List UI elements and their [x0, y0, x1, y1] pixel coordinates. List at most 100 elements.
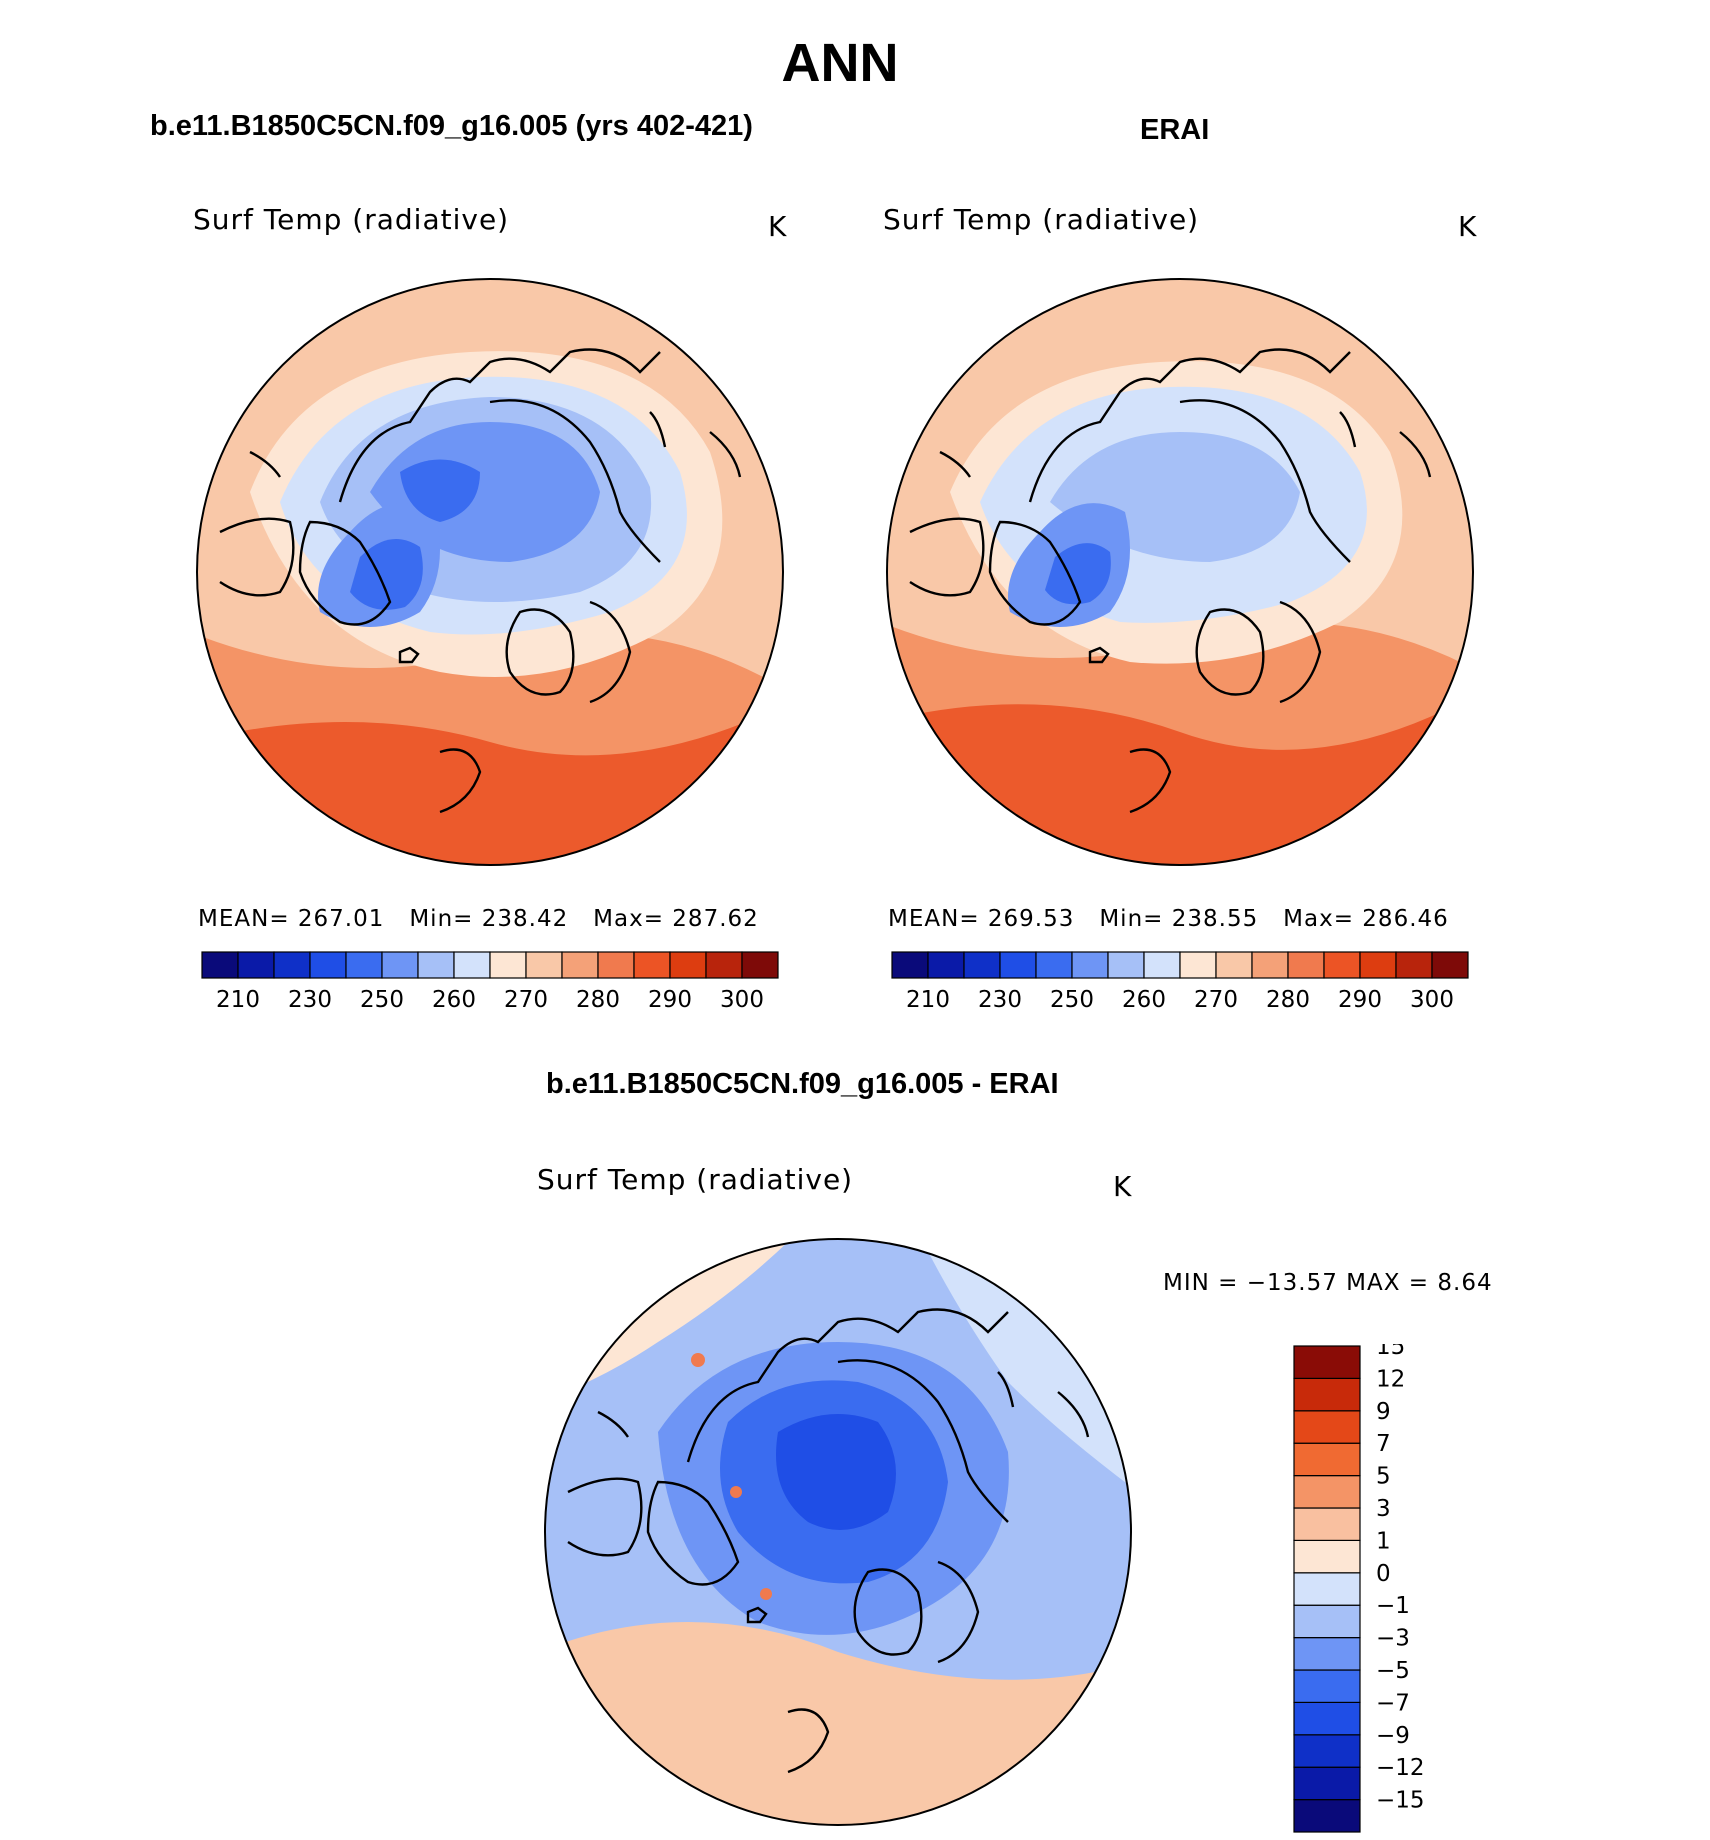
- colorbar-tick-label: −3: [1376, 1626, 1410, 1652]
- model-colorbar: 210 230 250 260 270 280 290 300: [201, 951, 779, 1012]
- diff-minmax: MIN = −13.57 MAX = 8.64: [1163, 1270, 1493, 1296]
- model-mean-value: 267.01: [297, 906, 385, 932]
- colorbar-swatch: [891, 951, 929, 979]
- colorbar-swatch: [309, 951, 347, 979]
- colorbar-tick-label: 280: [1266, 987, 1310, 1012]
- colorbar-swatch: [1293, 1734, 1361, 1768]
- colorbar-tick-label: 12: [1376, 1366, 1405, 1392]
- colorbar-swatch: [1395, 951, 1433, 979]
- colorbar-tick-label: 260: [1122, 987, 1166, 1012]
- colorbar-swatch: [1359, 951, 1397, 979]
- colorbar-swatch: [741, 951, 779, 979]
- colorbar-tick-label: 280: [576, 987, 620, 1012]
- colorbar-swatch: [453, 951, 491, 979]
- colorbar-swatch: [525, 951, 563, 979]
- colorbar-tick-label: 250: [1050, 987, 1094, 1012]
- model-polar-map: [196, 278, 784, 866]
- colorbar-tick-label: −7: [1376, 1690, 1410, 1716]
- colorbar-swatch: [1179, 951, 1217, 979]
- diff-polar-map: [544, 1238, 1132, 1826]
- colorbar-swatch: [417, 951, 455, 979]
- obs-variable-label: Surf Temp (radiative): [883, 203, 1200, 236]
- colorbar-tick-label: 270: [504, 987, 548, 1012]
- model-units-label: K: [768, 210, 788, 243]
- coastlines: [219, 348, 742, 814]
- colorbar-swatch: [1293, 1669, 1361, 1704]
- colorbar-swatch: [1293, 1637, 1361, 1671]
- colorbar-swatch: [927, 951, 965, 979]
- diff-variable-label: Surf Temp (radiative): [537, 1163, 854, 1196]
- obs-mean-label: MEAN=: [888, 906, 980, 932]
- obs-panel-title: ERAI: [1140, 114, 1210, 146]
- archipelago-core: [400, 459, 480, 522]
- colorbar-tick-label: 230: [288, 987, 332, 1012]
- colorbar-tick-label: 290: [1338, 987, 1382, 1012]
- colorbar-swatch: [1293, 1377, 1361, 1412]
- colorbar-swatch: [597, 951, 635, 979]
- colorbar-swatch: [345, 951, 383, 979]
- colorbar-swatch: [1293, 1604, 1361, 1639]
- colorbar-tick-label: 300: [1410, 987, 1454, 1012]
- colorbar-tick-label: 260: [432, 987, 476, 1012]
- colorbar-swatch: [669, 951, 707, 979]
- diff-units-label: K: [1113, 1170, 1133, 1203]
- colorbar-swatch: [1293, 1539, 1361, 1574]
- obs-min-value: 238.55: [1171, 906, 1259, 932]
- colorbar-tick-label: 230: [978, 987, 1022, 1012]
- obs-mean-value: 269.53: [987, 906, 1075, 932]
- model-panel-title: b.e11.B1850C5CN.f09_g16.005 (yrs 402-421…: [150, 110, 753, 142]
- map-boundary: [544, 1238, 1132, 1826]
- colorbar-swatch: [1143, 951, 1181, 979]
- colorbar-swatch: [1215, 951, 1253, 979]
- colorbar-tick-label: 250: [360, 987, 404, 1012]
- colorbar-tick-label: 1: [1376, 1528, 1391, 1554]
- colorbar-swatch: [1107, 951, 1145, 979]
- colorbar-swatch: [1251, 951, 1289, 979]
- colorbar-swatch: [1293, 1766, 1361, 1801]
- colorbar-swatch: [705, 951, 743, 979]
- obs-max-label: Max=: [1283, 906, 1354, 932]
- colorbar-swatch: [1287, 951, 1325, 979]
- diff-panel-title: b.e11.B1850C5CN.f09_g16.005 - ERAI: [546, 1068, 1059, 1100]
- obs-min-label: Min=: [1099, 906, 1164, 932]
- warm-bias-atlantic: [545, 1622, 1131, 1825]
- strongest-cold-bias: [776, 1414, 896, 1530]
- colorbar-swatch: [1293, 1701, 1361, 1736]
- warm-spot: [760, 1588, 772, 1600]
- colorbar-swatch: [999, 951, 1037, 979]
- diff-colorbar: −15 −12 −9 −7 −5 −3 −1 0 1 3 5 7 9 12 15: [1293, 1344, 1425, 1833]
- map-boundary: [886, 278, 1474, 866]
- colorbar-tick-label: 15: [1376, 1344, 1405, 1360]
- colorbar-tick-label: 210: [906, 987, 950, 1012]
- colorbar-swatch: [1293, 1507, 1361, 1542]
- colorbar-swatch: [561, 951, 599, 979]
- obs-max-value: 286.46: [1362, 906, 1449, 932]
- model-min-label: Min=: [409, 906, 474, 932]
- colorbar-swatch: [237, 951, 275, 979]
- coastlines: [909, 348, 1432, 814]
- model-min-value: 238.42: [481, 906, 569, 932]
- warm-spot: [730, 1486, 742, 1498]
- colorbar-tick-label: −12: [1376, 1755, 1425, 1781]
- colorbar-tick-label: 300: [720, 987, 764, 1012]
- map-boundary: [196, 278, 784, 866]
- colorbar-swatch: [1071, 951, 1109, 979]
- obs-units-label: K: [1458, 210, 1478, 243]
- obs-stats: MEAN= 269.53 Min= 238.55 Max= 286.46: [888, 906, 1449, 932]
- colorbar-swatch: [963, 951, 1001, 979]
- colorbar-swatch: [1293, 1442, 1361, 1477]
- colorbar-tick-label: −9: [1376, 1723, 1410, 1749]
- colorbar-tick-label: 9: [1376, 1399, 1391, 1425]
- colorbar-swatch: [489, 951, 527, 979]
- colorbar-swatch: [633, 951, 671, 979]
- colorbar-tick-label: 210: [216, 987, 260, 1012]
- colorbar-swatch: [381, 951, 419, 979]
- colorbar-tick-label: −1: [1376, 1593, 1410, 1619]
- colorbar-tick-label: 0: [1376, 1561, 1391, 1587]
- model-max-value: 287.62: [672, 906, 759, 932]
- model-variable-label: Surf Temp (radiative): [193, 203, 510, 236]
- colorbar-swatch: [1431, 951, 1469, 979]
- coastlines: [567, 1308, 1090, 1774]
- model-max-label: Max=: [593, 906, 664, 932]
- warm-spot: [691, 1353, 705, 1367]
